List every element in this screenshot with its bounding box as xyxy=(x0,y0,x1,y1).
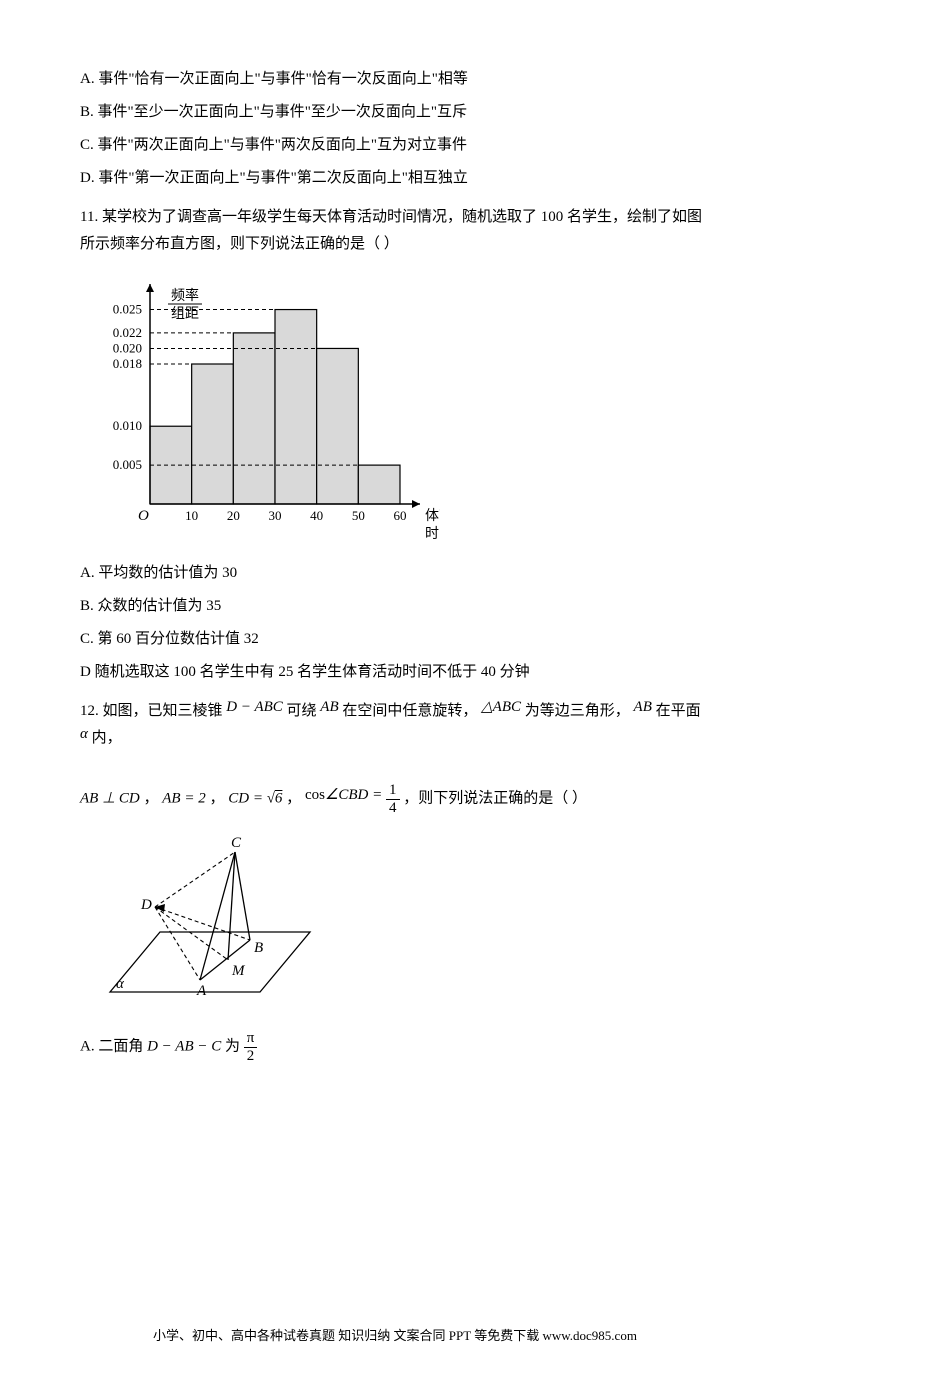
svg-text:30: 30 xyxy=(269,508,282,523)
svg-text:0.020: 0.020 xyxy=(113,340,142,355)
q12-stem-line1: 12. 如图，已知三棱锥 D − ABC 可绕 AB 在空间中任意旋转， △AB… xyxy=(80,698,710,752)
svg-text:组距: 组距 xyxy=(171,306,199,322)
tetrahedron-diagram: A B C D Mα xyxy=(100,832,320,1012)
svg-text:0.025: 0.025 xyxy=(113,302,142,317)
q11-option-a: A. 平均数的估计值为 30 xyxy=(80,560,710,587)
svg-text:20: 20 xyxy=(227,508,240,523)
text: 为 xyxy=(225,1038,244,1054)
q11-option-b: B. 众数的估计值为 35 xyxy=(80,593,710,620)
svg-text:O: O xyxy=(138,508,149,524)
math-d-ab-c: D − AB − C xyxy=(147,1038,221,1054)
svg-text:C: C xyxy=(231,835,242,851)
q10-option-c: C. 事件"两次正面向上"与事件"两次反面向上"互为对立事件 xyxy=(80,132,710,159)
svg-text:B: B xyxy=(254,940,263,956)
svg-text:0.022: 0.022 xyxy=(113,325,142,340)
fraction-pi-over-2: π 2 xyxy=(244,1030,258,1064)
q11-option-d: D 随机选取这 100 名学生中有 25 名学生体育活动时间不低于 40 分钟 xyxy=(80,659,710,686)
math-alpha: α xyxy=(80,726,88,742)
q10-option-d: D. 事件"第一次正面向上"与事件"第二次反面向上"相互独立 xyxy=(80,165,710,192)
math-cos-cbd: cos∠CBD = xyxy=(305,787,386,803)
math-ab-perp-cd: AB ⊥ CD xyxy=(80,791,140,807)
svg-text:60: 60 xyxy=(394,508,407,523)
numerator: π xyxy=(244,1030,258,1048)
svg-text:0.010: 0.010 xyxy=(113,418,142,433)
fraction-one-fourth: 1 4 xyxy=(386,782,400,816)
svg-text:A: A xyxy=(196,983,207,999)
svg-text:时间/分钟: 时间/分钟 xyxy=(425,525,440,542)
math-dabc: D − ABC xyxy=(226,699,283,715)
math-ab: AB xyxy=(320,699,338,715)
text: 在空间中任意旋转， xyxy=(342,703,477,719)
q10-option-b: B. 事件"至少一次正面向上"与事件"至少一次反面向上"互斥 xyxy=(80,99,710,126)
histogram: 0.005 0.010 0.0180.0200.022 0.025 10 20 30 40 50… xyxy=(80,264,440,544)
text: 12. 如图，已知三棱锥 xyxy=(80,703,223,719)
svg-text:50: 50 xyxy=(352,508,365,523)
comma: ， xyxy=(209,791,224,807)
math-ab2: AB xyxy=(634,699,652,715)
math-ab-eq-2: AB = 2 xyxy=(162,791,205,807)
numerator: 1 xyxy=(386,782,400,800)
text: 在平面 xyxy=(656,703,701,719)
svg-text:M: M xyxy=(231,963,246,979)
math-cd-eq-root6: CD = √6 xyxy=(228,791,286,807)
comma: ， xyxy=(286,791,301,807)
text: ，则下列说法正确的是（ ） xyxy=(403,791,587,807)
denominator: 4 xyxy=(386,800,400,817)
comma: ， xyxy=(143,791,158,807)
svg-text:体育活动: 体育活动 xyxy=(425,508,440,524)
svg-text:40: 40 xyxy=(310,508,323,523)
q11-option-c: C. 第 60 百分位数估计值 32 xyxy=(80,626,710,653)
svg-text:0.018: 0.018 xyxy=(113,356,142,371)
q12-option-a: A. 二面角 D − AB − C 为 π 2 xyxy=(80,1030,710,1064)
svg-text:频率: 频率 xyxy=(171,287,199,304)
svg-text:10: 10 xyxy=(185,508,198,523)
svg-text:D: D xyxy=(140,897,152,913)
q10-option-a: A. 事件"恰有一次正面向上"与事件"恰有一次反面向上"相等 xyxy=(80,66,710,93)
text: 内， xyxy=(92,730,122,746)
math-tri-abc: △ABC xyxy=(481,699,521,715)
denominator: 2 xyxy=(244,1048,258,1065)
svg-text:0.005: 0.005 xyxy=(113,457,142,472)
q12-stem-line2: AB ⊥ CD ， AB = 2 ， CD = √6 ， cos∠CBD = 1… xyxy=(80,782,710,816)
text: A. 二面角 xyxy=(80,1038,147,1054)
q11-stem: 11. 某学校为了调查高一年级学生每天体育活动时间情况，随机选取了 100 名学… xyxy=(80,204,710,258)
svg-text:α: α xyxy=(116,976,125,992)
text: 可绕 xyxy=(287,703,321,719)
text: 为等边三角形， xyxy=(525,703,630,719)
